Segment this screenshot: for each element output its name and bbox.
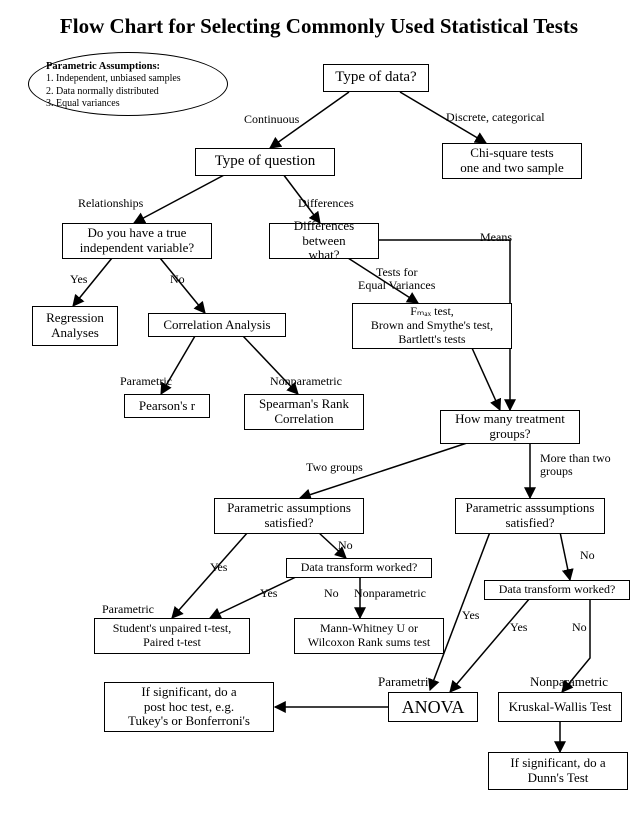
node-param-right: Parametric asssumptions satisfied? — [455, 498, 605, 534]
label-no-5: No — [572, 620, 587, 635]
node-ttest: Student's unpaired t-test, Paired t-test — [94, 618, 250, 654]
assumption-1: 1. Independent, unbiased samples — [46, 73, 216, 86]
label-no-3: No — [324, 586, 339, 601]
label-yes-5: Yes — [510, 620, 527, 635]
node-mannwhitney: Mann-Whitney U or Wilcoxon Rank sums tes… — [294, 618, 444, 654]
label-parametric-2: Parametric — [102, 602, 154, 617]
label-nonparametric-2: Nonparametric — [354, 586, 426, 601]
label-parametric-3: Parametric — [378, 674, 434, 690]
node-spearman: Spearman's Rank Correlation — [244, 394, 364, 430]
node-type-of-question: Type of question — [195, 148, 335, 176]
label-no-2: No — [338, 538, 353, 553]
label-nonparametric-1: Nonparametric — [270, 374, 342, 389]
label-continuous: Continuous — [244, 112, 299, 127]
node-regression: Regression Analyses — [32, 306, 118, 346]
label-no-1: No — [170, 272, 185, 287]
node-correlation: Correlation Analysis — [148, 313, 286, 337]
node-dunn: If significant, do a Dunn's Test — [488, 752, 628, 790]
chart-title: Flow Chart for Selecting Commonly Used S… — [0, 14, 638, 39]
label-yes-1: Yes — [70, 272, 87, 287]
node-kruskal: Kruskal-Wallis Test — [498, 692, 622, 722]
label-differences: Differences — [298, 196, 354, 211]
label-no-4: No — [580, 548, 595, 563]
label-yes-4: Yes — [462, 608, 479, 623]
assumption-3: 3. Equal variances — [46, 98, 216, 111]
node-differences-between-what: Differences between what? — [269, 223, 379, 259]
label-yes-3: Yes — [260, 586, 277, 601]
node-chi-square: Chi-square tests one and two sample — [442, 143, 582, 179]
assumptions-text: Parametric Assumptions: 1. Independent, … — [46, 60, 216, 111]
label-means: Means — [480, 230, 512, 245]
node-type-of-data: Type of data? — [323, 64, 429, 92]
node-fmax: Fₘₐₓ test, Brown and Smythe's test, Bart… — [352, 303, 512, 349]
node-data-transform-right: Data transform worked? — [484, 580, 630, 600]
node-data-transform-left: Data transform worked? — [286, 558, 432, 578]
node-how-many-groups: How many treatment groups? — [440, 410, 580, 444]
node-independent-variable: Do you have a true independent variable? — [62, 223, 212, 259]
node-anova: ANOVA — [388, 692, 478, 722]
label-parametric-1: Parametric — [120, 374, 172, 389]
label-morethantwo: More than two groups — [540, 452, 611, 478]
label-discrete: Discrete, categorical — [446, 110, 545, 125]
node-tukey: If significant, do a post hoc test, e.g.… — [104, 682, 274, 732]
label-relationships: Relationships — [78, 196, 143, 211]
label-nonparametric-3: Nonparametric — [530, 674, 608, 690]
assumption-2: 2. Data normally distributed — [46, 86, 216, 99]
assumptions-header: Parametric Assumptions: — [46, 60, 216, 73]
label-yes-2: Yes — [210, 560, 227, 575]
node-param-left: Parametric assumptions satisfied? — [214, 498, 364, 534]
node-pearson: Pearson's r — [124, 394, 210, 418]
flowchart-canvas: { "chart": { "type": "flowchart", "title… — [0, 0, 638, 826]
label-twogroups: Two groups — [306, 460, 363, 475]
label-eqvar: Tests for Equal Variances — [358, 266, 435, 292]
